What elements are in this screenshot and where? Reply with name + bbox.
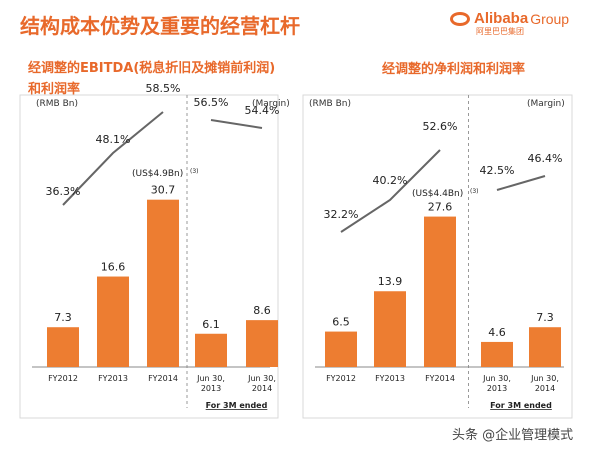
- ebitda-margin-value-4: 56.5%: [194, 96, 229, 109]
- ebitda-category-label-3: FY2014: [148, 374, 178, 383]
- alibaba-smile-icon: [450, 11, 470, 26]
- netprofit-margin-line-quarterly: [496, 175, 546, 191]
- netprofit-bar-4: [481, 341, 513, 367]
- ebitda-margin-line-quarterly: [210, 119, 263, 129]
- netprofit-bar-value-4: 4.6: [488, 326, 506, 339]
- netprofit-bar-value-2: 13.9: [378, 275, 403, 288]
- ebitda-bar-value-5: 8.6: [253, 304, 271, 317]
- ebitda-margin-value-3: 58.5%: [146, 82, 181, 95]
- netprofit-bar-1: [325, 331, 357, 367]
- left-chart-title: 经调整的EBITDA(税息折旧及摊销前利润) 和利润率: [28, 58, 275, 100]
- logo-subtitle: 阿里巴巴集团: [476, 27, 524, 36]
- ebitda-group-label: For 3M ended: [206, 401, 268, 410]
- netprofit-margin-value-4: 42.5%: [480, 164, 515, 177]
- logo-group-text: Group: [530, 10, 570, 27]
- ebitda-bar-2: [97, 276, 129, 367]
- left-chart-title-line1: 经调整的EBITDA(税息折旧及摊销前利润): [28, 61, 276, 76]
- netprofit-bar-3: [424, 216, 456, 367]
- alibaba-logo: Alibaba Group 阿里巴巴集团: [450, 8, 570, 36]
- netprofit-bar-2: [374, 291, 406, 367]
- ebitda-bar-4: [195, 333, 227, 367]
- ebitda-category-label-4-line1: Jun 30,: [196, 374, 225, 383]
- ebitda-usd-note: (US$4.9Bn): [132, 169, 183, 179]
- ebitda-bar-5: [246, 320, 278, 367]
- ebitda-bar-value-3: 30.7: [151, 184, 176, 197]
- ebitda-category-label-2: FY2013: [98, 374, 128, 383]
- netprofit-bar-5: [529, 327, 561, 367]
- ebitda-bar-value-4: 6.1: [202, 318, 220, 331]
- ebitda-bar-value-1: 7.3: [54, 311, 72, 324]
- netprofit-category-label-4-line1: Jun 30,: [482, 374, 511, 383]
- netprofit-bar-value-1: 6.5: [332, 316, 350, 329]
- ebitda-category-label-5-line1: Jun 30,: [247, 374, 276, 383]
- left-chart-title-line2: 和利润率: [28, 82, 81, 97]
- ebitda-bar-1: [47, 327, 79, 367]
- netprofit-category-label-2: FY2013: [375, 374, 405, 383]
- netprofit-group-label: For 3M ended: [490, 401, 552, 410]
- ebitda-unit-label: (RMB Bn): [36, 99, 78, 109]
- netprofit-usd-footnote: (3): [470, 188, 479, 195]
- ebitda-bar-3: [147, 199, 179, 367]
- netprofit-category-label-1: FY2012: [326, 374, 356, 383]
- ebitda-margin-label: (Margin): [252, 99, 290, 109]
- netprofit-margin-line-annual: [340, 149, 441, 233]
- ebitda-bar-value-2: 16.6: [101, 261, 126, 274]
- netprofit-margin-value-2: 40.2%: [373, 174, 408, 187]
- right-chart-title: 经调整的净利润和利润率: [382, 62, 526, 77]
- ebitda-usd-footnote: (3): [190, 168, 199, 175]
- ebitda-margin-line-annual: [62, 111, 164, 206]
- netprofit-margin-label: (Margin): [527, 99, 565, 109]
- netprofit-usd-note: (US$4.4Bn): [412, 189, 463, 199]
- page-title: 结构成本优势及重要的经营杠杆: [20, 14, 300, 38]
- netprofit-category-label-3: FY2014: [425, 374, 455, 383]
- ebitda-category-label-4-line2: 2013: [201, 384, 221, 393]
- netprofit-bar-value-5: 7.3: [536, 311, 554, 324]
- netprofit-margin-value-3: 52.6%: [423, 120, 458, 133]
- netprofit-category-label-5-line2: 2014: [535, 384, 555, 393]
- footer-watermark: 头条 @企业管理模式: [452, 428, 574, 443]
- netprofit-category-label-4-line2: 2013: [487, 384, 507, 393]
- ebitda-panel-frame: [19, 94, 279, 419]
- netprofit-margin-value-5: 46.4%: [528, 152, 563, 165]
- logo-text: Alibaba: [474, 10, 529, 27]
- ebitda-category-label-5-line2: 2014: [252, 384, 272, 393]
- ebitda-margin-value-1: 36.3%: [46, 185, 81, 198]
- netprofit-panel-frame: [302, 94, 573, 419]
- ebitda-margin-value-2: 48.1%: [96, 133, 131, 146]
- netprofit-margin-value-1: 32.2%: [324, 208, 359, 221]
- netprofit-bar-value-3: 27.6: [428, 201, 453, 214]
- netprofit-category-label-5-line1: Jun 30,: [530, 374, 559, 383]
- netprofit-unit-label: (RMB Bn): [309, 99, 351, 109]
- ebitda-margin-value-5: 54.4%: [245, 104, 280, 117]
- ebitda-category-label-1: FY2012: [48, 374, 78, 383]
